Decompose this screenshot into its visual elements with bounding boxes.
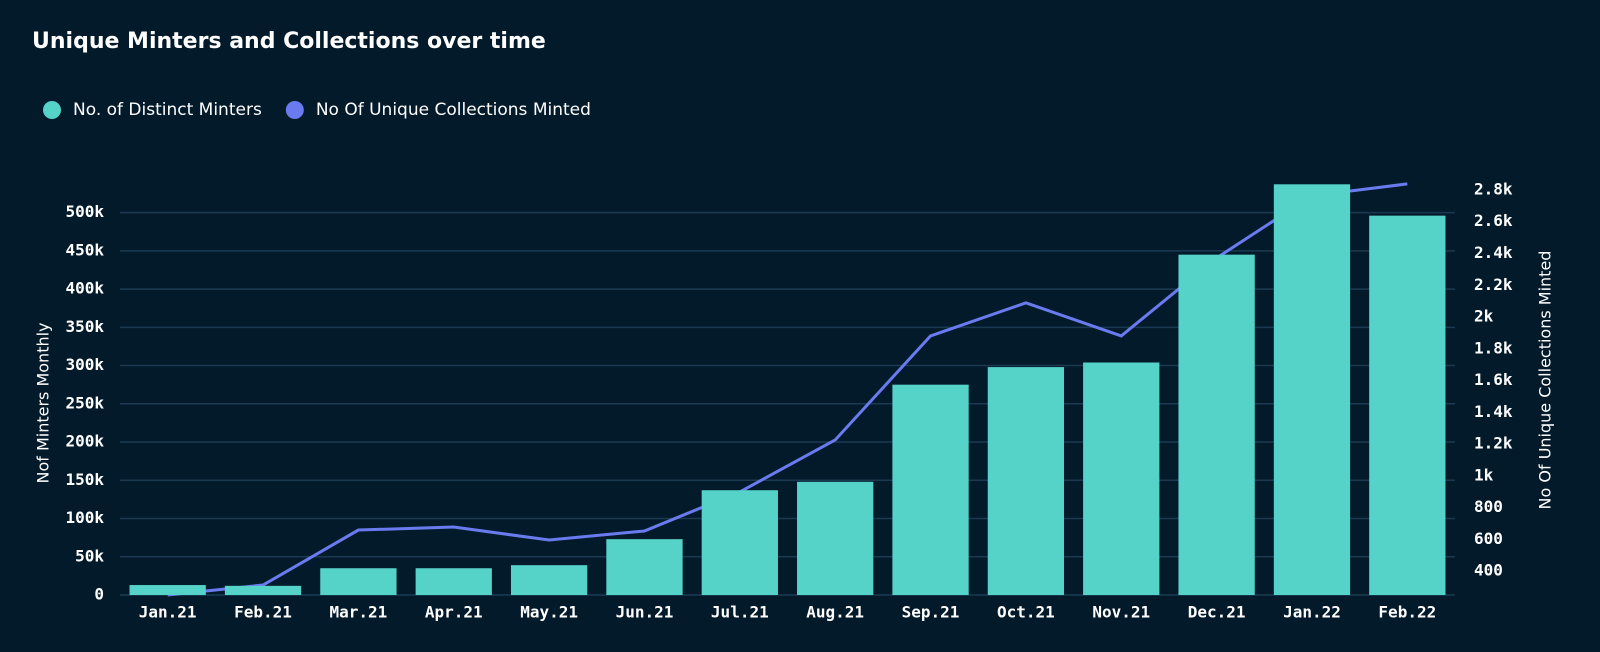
y2-tick-label: 1k xyxy=(1474,465,1494,484)
y-tick-label: 150k xyxy=(65,470,104,489)
y-tick-label: 500k xyxy=(65,202,104,221)
y2-tick-label: 2k xyxy=(1474,307,1494,326)
y2-tick-label: 1.6k xyxy=(1474,370,1513,389)
bar xyxy=(129,585,206,595)
legend-marker xyxy=(285,101,304,119)
y2-tick-label: 400 xyxy=(1474,561,1503,580)
x-tick-label: Feb.22 xyxy=(1378,603,1436,622)
bar xyxy=(510,565,588,595)
x-tick-label: Dec.21 xyxy=(1188,603,1246,622)
bar xyxy=(701,490,778,595)
x-tick-label: Sep.21 xyxy=(902,603,960,622)
x-tick-label: Jul.21 xyxy=(711,603,769,622)
x-tick-label: Feb.21 xyxy=(234,603,292,622)
y2-axis-title: No Of Unique Collections Minted xyxy=(1536,251,1555,510)
y-axis-title: Nof Minters Monthly xyxy=(34,322,53,483)
bar xyxy=(320,568,397,595)
y-tick-label: 450k xyxy=(65,240,104,259)
y2-tick-label: 2.6k xyxy=(1474,211,1513,230)
bar xyxy=(1273,184,1351,596)
legend-marker xyxy=(43,101,61,119)
y2-tick-label: 2.8k xyxy=(1474,179,1513,198)
y-tick-label: 250k xyxy=(65,393,104,412)
bar xyxy=(987,367,1065,595)
x-tick-label: Apr.21 xyxy=(425,603,483,622)
bar xyxy=(606,539,683,595)
legend-label: No. of Distinct Minters xyxy=(73,100,262,120)
y2-tick-label: 800 xyxy=(1474,497,1503,516)
y-tick-label: 300k xyxy=(65,355,104,374)
x-tick-label: Nov.21 xyxy=(1092,603,1150,622)
y2-tick-label: 1.2k xyxy=(1474,434,1513,453)
bar xyxy=(797,481,874,595)
y2-tick-label: 2.2k xyxy=(1474,275,1513,294)
bar xyxy=(1369,215,1446,595)
x-tick-label: May.21 xyxy=(520,603,578,622)
x-tick-label: Mar.21 xyxy=(329,603,387,622)
y-tick-label: 50k xyxy=(75,546,104,565)
y2-tick-label: 1.8k xyxy=(1474,338,1513,357)
x-tick-label: Oct.21 xyxy=(997,603,1055,622)
x-tick-label: Jan.21 xyxy=(139,603,197,622)
chart-title: Unique Minters and Collections over time xyxy=(32,29,546,54)
x-tick-label: Jun.21 xyxy=(616,603,674,622)
y-tick-label: 100k xyxy=(65,508,104,527)
y-tick-label: 350k xyxy=(65,317,104,336)
legend-label: No Of Unique Collections Minted xyxy=(316,100,591,120)
y-tick-label: 200k xyxy=(65,432,104,451)
y2-tick-label: 1.4k xyxy=(1474,402,1513,421)
bar xyxy=(1083,362,1160,595)
y-tick-label: 0 xyxy=(94,585,104,604)
x-tick-label: Jan.22 xyxy=(1283,603,1341,622)
y2-tick-label: 2.4k xyxy=(1474,243,1513,262)
y-tick-label: 400k xyxy=(65,279,104,298)
bar xyxy=(415,568,492,595)
bar xyxy=(224,585,302,595)
x-tick-label: Aug.21 xyxy=(806,603,864,622)
y2-tick-label: 600 xyxy=(1474,529,1503,548)
bar xyxy=(892,384,969,595)
bar xyxy=(1178,254,1255,595)
